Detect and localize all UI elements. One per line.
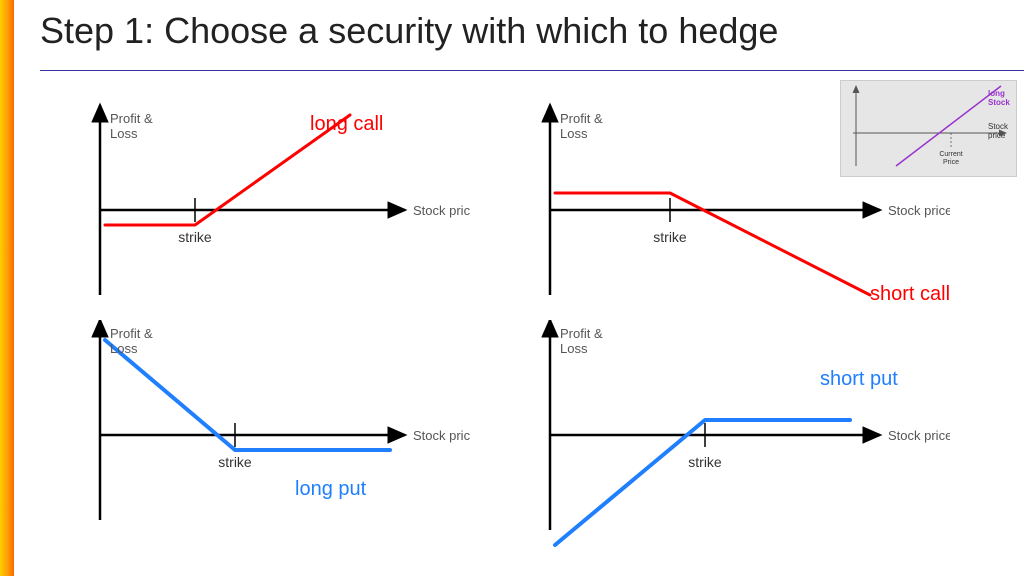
slide-title: Step 1: Choose a security with which to … (40, 10, 778, 52)
payoff-panel-long-put: Profit &Loss Stock price strike long put (70, 320, 470, 550)
inset-label-current-price: CurrentPrice (939, 151, 962, 166)
payoff-label: short call (870, 283, 950, 305)
inset-label-stock-price: Stockprice (988, 122, 1009, 140)
payoff-panel-long-call: Profit &Loss Stock price strike long call (70, 95, 470, 305)
inset-long-stock: longStock Stockprice CurrentPrice (840, 80, 1017, 177)
axis-label-x: Stock price (888, 428, 950, 443)
strike-label: strike (178, 229, 212, 245)
axis-label-x: Stock price (413, 428, 470, 443)
axis-label-y: Profit &Loss (110, 111, 153, 141)
inset-label-long-stock: longStock (988, 89, 1010, 107)
payoff-panel-short-put: Profit &Loss Stock price strike short put (520, 320, 950, 570)
strike-label: strike (688, 454, 722, 470)
axis-label-x: Stock price (888, 203, 950, 218)
payoff-label: long put (295, 478, 367, 500)
axis-label-x: Stock price (413, 203, 470, 218)
payoff-label: short put (820, 368, 898, 390)
axis-label-y: Profit &Loss (560, 111, 603, 141)
accent-bar (0, 0, 14, 576)
payoff-label: long call (310, 113, 383, 135)
strike-label: strike (653, 229, 687, 245)
axis-label-y: Profit &Loss (110, 326, 153, 356)
axis-label-y: Profit &Loss (560, 326, 603, 356)
strike-label: strike (218, 454, 252, 470)
title-rule (40, 70, 1024, 71)
